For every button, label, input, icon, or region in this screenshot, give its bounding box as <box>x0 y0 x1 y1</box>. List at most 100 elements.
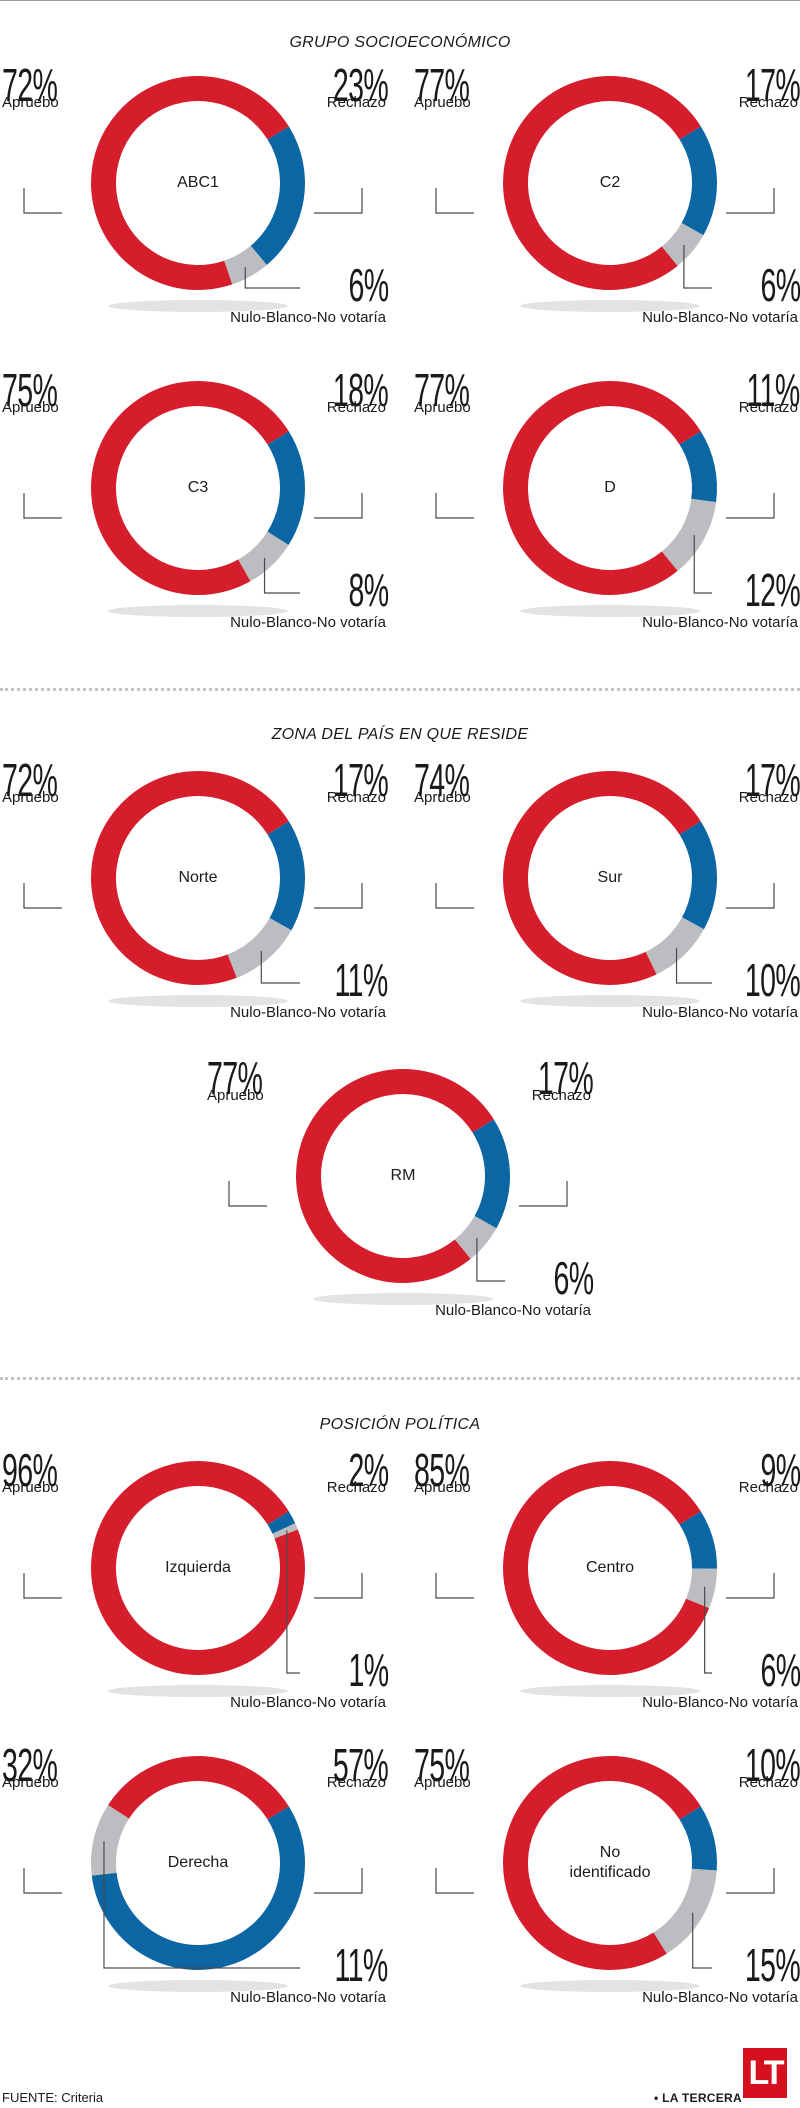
label-nulo: Nulo-Blanco-No votaría <box>230 1989 386 2006</box>
donut-svg <box>435 1756 775 1992</box>
slice-rechazo <box>679 821 717 930</box>
label-apruebo: Apruebo <box>207 1087 264 1104</box>
value-apruebo: 72% <box>2 754 58 806</box>
donut-center-label: No identificado <box>569 1844 651 1881</box>
section-divider <box>0 688 800 691</box>
value-rechazo: 17% <box>744 59 800 111</box>
value-rechazo: 17% <box>744 754 800 806</box>
leader-nulo <box>704 1586 712 1674</box>
leader-rechazo <box>314 883 363 909</box>
label-apruebo: Apruebo <box>414 789 471 806</box>
slice-nulo <box>661 498 717 571</box>
donut-panel: 96% 2% 1% Apruebo Rechazo Nulo-Blanco-No vota… <box>0 1447 390 1755</box>
donut-shadow <box>520 605 700 617</box>
donut-svg <box>23 1756 363 1992</box>
donut-shadow <box>108 300 288 312</box>
leader-apruebo <box>435 188 474 214</box>
label-nulo: Nulo-Blanco-No votaría <box>642 1004 798 1021</box>
donut-shadow <box>520 300 700 312</box>
value-apruebo: 75% <box>414 1739 470 1791</box>
label-nulo: Nulo-Blanco-No votaría <box>435 1302 591 1319</box>
slice-apruebo <box>108 1756 289 1820</box>
donut-svg <box>435 1461 775 1697</box>
section-divider <box>0 1377 800 1380</box>
leader-nulo <box>683 245 712 289</box>
slice-nulo <box>454 1216 497 1259</box>
label-nulo: Nulo-Blanco-No votaría <box>642 1694 798 1711</box>
value-rechazo: 9% <box>760 1444 800 1496</box>
value-nulo: 6% <box>348 259 389 311</box>
leader-rechazo <box>726 493 775 519</box>
slice-nulo <box>661 223 704 266</box>
value-nulo: 12% <box>744 564 800 616</box>
label-rechazo: Rechazo <box>326 1774 386 1791</box>
slice-rechazo <box>472 1119 510 1229</box>
donut-svg <box>435 771 775 1007</box>
donut-panel: 72% 23% 6% Apruebo Rechazo Nulo-Blanco-No vot… <box>0 62 390 370</box>
label-nulo: Nulo-Blanco-No votaría <box>642 614 798 631</box>
slice-rechazo <box>267 431 305 545</box>
value-nulo: 11% <box>334 954 389 1006</box>
label-rechazo: Rechazo <box>738 94 798 111</box>
leader-apruebo <box>23 1868 62 1894</box>
leader-apruebo <box>23 883 62 909</box>
donut-panel: 72% 17% 11% Apruebo Rechazo Nulo-Blanco-No vo… <box>0 757 390 1065</box>
value-nulo: 6% <box>760 1644 800 1696</box>
leader-rechazo <box>519 1181 568 1207</box>
value-rechazo: 17% <box>332 754 389 806</box>
donut-center-label: Norte <box>178 869 218 886</box>
leader-rechazo <box>726 188 775 214</box>
leader-rechazo <box>726 1868 775 1894</box>
slice-nulo <box>91 1805 130 1876</box>
donut-svg <box>228 1069 568 1305</box>
value-nulo: 6% <box>760 259 800 311</box>
value-nulo: 1% <box>348 1644 389 1696</box>
label-rechazo: Rechazo <box>738 789 798 806</box>
slice-nulo <box>645 917 704 975</box>
value-apruebo: 75% <box>2 364 58 416</box>
donut-shadow <box>313 1293 493 1305</box>
value-nulo: 10% <box>744 954 800 1006</box>
label-apruebo: Apruebo <box>2 399 59 416</box>
value-apruebo: 77% <box>414 59 470 111</box>
label-rechazo: Rechazo <box>531 1087 591 1104</box>
donut-center-label: Centro <box>585 1559 635 1576</box>
leader-nulo <box>263 557 300 594</box>
slice-rechazo <box>250 126 305 265</box>
label-apruebo: Apruebo <box>414 94 471 111</box>
label-apruebo: Apruebo <box>2 1479 59 1496</box>
value-rechazo: 11% <box>746 364 800 416</box>
donut-center-label: Sur <box>597 869 623 886</box>
label-rechazo: Rechazo <box>738 1774 798 1791</box>
slice-rechazo <box>267 1511 296 1534</box>
donut-center-label: Izquierda <box>165 1559 231 1576</box>
leader-nulo <box>244 267 300 289</box>
leader-nulo <box>692 1912 712 1969</box>
source-note: FUENTE: Criteria <box>2 2090 104 2105</box>
label-rechazo: Rechazo <box>326 94 386 111</box>
section-title-posicion: POSICIÓN POLÍTICA <box>319 1416 481 1433</box>
brand-name: • LA TERCERA <box>653 2091 742 2105</box>
slice-rechazo <box>267 821 305 931</box>
leader-apruebo <box>435 1868 474 1894</box>
leader-apruebo <box>228 1181 267 1207</box>
donut-svg <box>435 381 775 617</box>
label-rechazo: Rechazo <box>326 399 386 416</box>
donut-svg <box>435 76 775 312</box>
value-nulo: 6% <box>553 1252 594 1304</box>
slice-rechazo <box>679 431 717 503</box>
value-rechazo: 57% <box>332 1739 389 1791</box>
value-apruebo: 77% <box>414 364 470 416</box>
leader-apruebo <box>23 1573 62 1599</box>
slice-rechazo <box>679 1511 717 1569</box>
donut-center-label: RM <box>390 1167 416 1184</box>
donut-panel: 32% 57% 11% Apruebo Rechazo Nulo-Blanco-No vo… <box>0 1742 390 2050</box>
donut-center-label: C2 <box>599 174 621 191</box>
donut-shadow <box>108 1980 288 1992</box>
donut-svg <box>23 380 363 617</box>
donut-shadow <box>108 1685 288 1697</box>
label-apruebo: Apruebo <box>414 1774 471 1791</box>
leader-rechazo <box>314 1868 363 1894</box>
donut-panel: 75% 10% 15% Apruebo Rechazo Nulo-Blanco-No vo… <box>412 1742 800 2050</box>
leader-rechazo <box>726 883 775 909</box>
